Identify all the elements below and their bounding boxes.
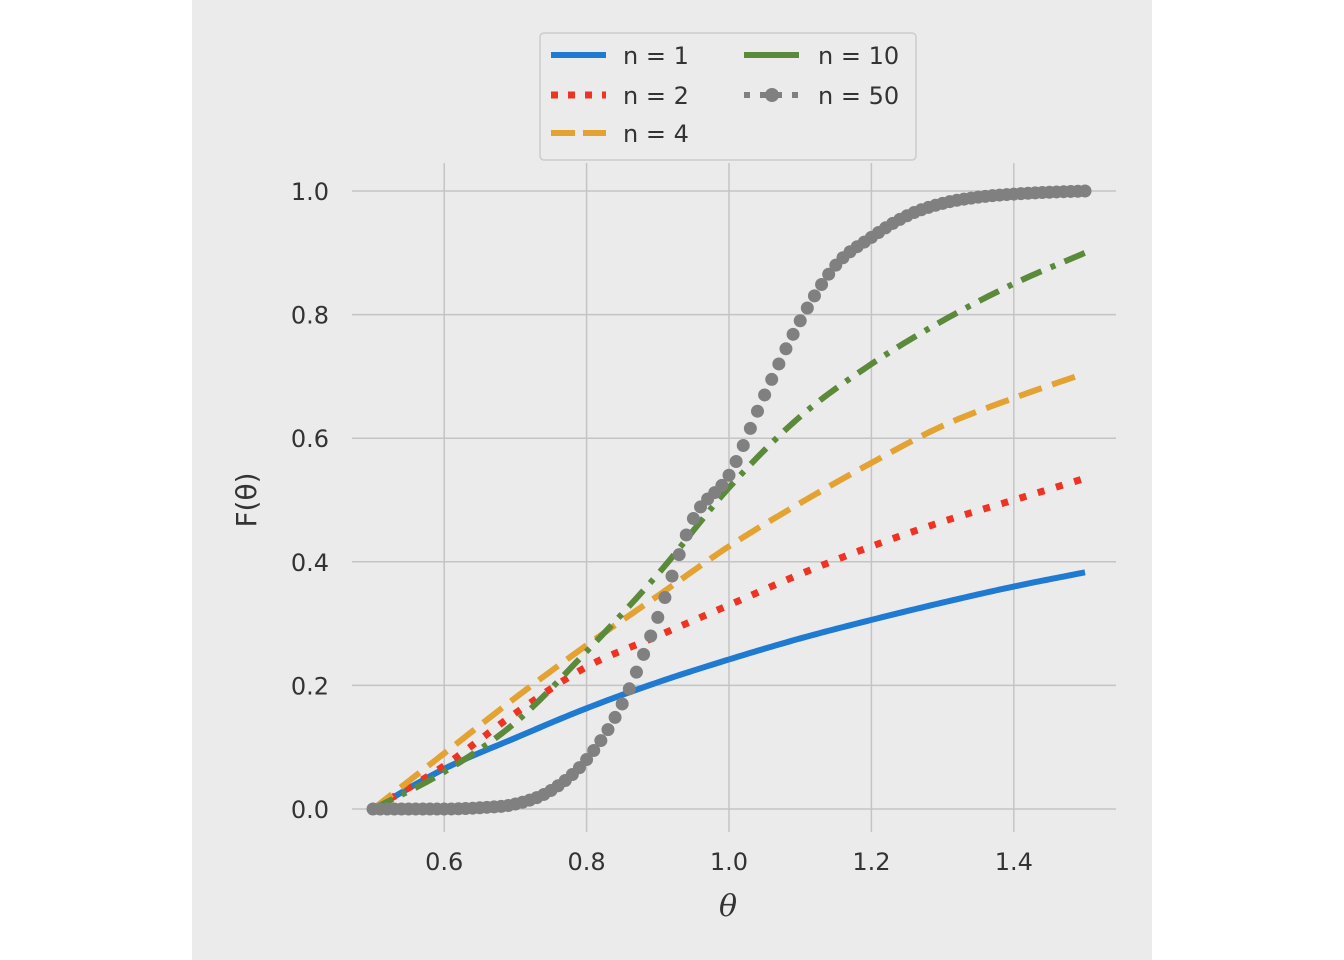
y-tick-label: 0.6 — [291, 425, 329, 453]
series-n-50-point — [672, 548, 686, 562]
series-n-10-line — [371, 250, 1087, 812]
series-n-50-point — [629, 665, 643, 679]
series-n-50-point — [815, 278, 829, 292]
x-tick-label: 1.0 — [710, 848, 748, 876]
series-n-50-point — [729, 454, 743, 468]
series-n-1-line — [371, 569, 1086, 812]
series-n-50-point — [722, 468, 736, 482]
legend-label: n = 10 — [818, 42, 899, 70]
legend-frame — [539, 32, 917, 161]
series-n-50-point — [615, 697, 629, 711]
series-n-50-point — [651, 610, 665, 624]
series-n-50-point — [758, 388, 772, 402]
y-tick-labels: 0.0 0.2 0.4 0.6 0.8 1.0 — [291, 178, 329, 824]
legend-n-50: n = 50 — [744, 82, 899, 110]
legend-label: n = 2 — [623, 82, 689, 110]
x-axis-label: θ — [719, 889, 737, 924]
series-n-4-line — [371, 370, 1086, 812]
x-tick-label: 0.6 — [425, 848, 463, 876]
series-n-50-point — [601, 723, 615, 737]
series-n-50-point — [587, 744, 601, 758]
series-n-50-point — [679, 528, 693, 542]
series-n-50-point — [580, 753, 594, 767]
x-tick-labels: 0.6 0.8 1.0 1.2 1.4 — [425, 848, 1033, 876]
series-n-50-point — [822, 267, 836, 281]
y-axis-label: F(θ) — [230, 472, 263, 527]
plot-area — [352, 163, 1116, 832]
series-n-50-point — [793, 314, 807, 328]
legend-n-10: n = 10 — [744, 42, 899, 70]
x-tick-label: 1.4 — [995, 848, 1033, 876]
legend-n-4: n = 4 — [551, 120, 689, 148]
series-n-2-line — [371, 475, 1087, 812]
legend: n = 1 n = 2 n = 4 n = 10 n = 50 — [539, 32, 917, 161]
legend-label: n = 4 — [623, 120, 689, 148]
y-tick-label: 0.2 — [291, 672, 329, 700]
series-n-50-point — [800, 301, 814, 315]
series-n-50-point — [772, 357, 786, 371]
legend-n-2: n = 2 — [551, 82, 689, 110]
legend-n-1: n = 1 — [551, 42, 689, 70]
series-n-50-point — [608, 710, 622, 724]
series-n-50-point — [786, 327, 800, 341]
series-n-50-point — [1078, 184, 1092, 198]
series-n-50-point — [779, 342, 793, 356]
series-n-50-point — [658, 591, 672, 605]
y-tick-label: 1.0 — [291, 178, 329, 206]
series-n-50-point — [622, 682, 636, 696]
series-n-50-point — [686, 512, 700, 526]
series-group — [366, 184, 1092, 816]
legend-label: n = 1 — [623, 42, 689, 70]
series-n-50-point — [644, 629, 658, 643]
x-tick-label: 0.8 — [568, 848, 606, 876]
series-n-50-point — [637, 647, 651, 661]
y-tick-label: 0.0 — [291, 796, 329, 824]
plot-background — [352, 163, 1116, 832]
series-n-50-point — [736, 439, 750, 453]
legend-handle-marker — [765, 88, 779, 102]
series-n-50-markers — [366, 184, 1092, 816]
y-tick-label: 0.4 — [291, 549, 329, 577]
legend-label: n = 50 — [818, 82, 899, 110]
x-tick-label: 1.2 — [852, 848, 890, 876]
series-n-50-point — [594, 734, 608, 748]
series-n-50-point — [750, 404, 764, 418]
series-n-50-point — [807, 289, 821, 303]
series-n-50-point — [715, 478, 729, 492]
series-n-50-point — [765, 372, 779, 386]
series-n-50-point — [743, 421, 757, 435]
y-tick-label: 0.8 — [291, 302, 329, 330]
series-n-50-point — [665, 569, 679, 583]
